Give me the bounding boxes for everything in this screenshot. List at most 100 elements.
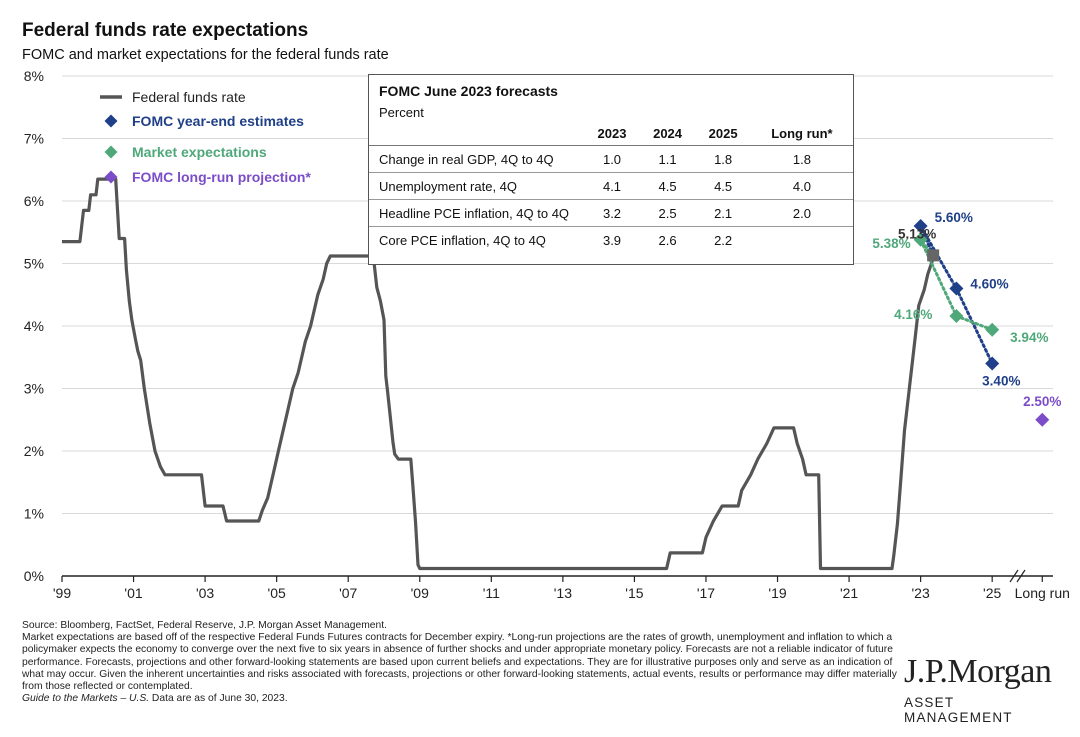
data-labels: 5.13%5.60% 4.60% 3.40% 5.38% 4.16% 3.94% 2.50% (872, 210, 1061, 409)
x-tick-label: Long run (1015, 585, 1070, 601)
x-tick-label: '25 (983, 585, 1001, 601)
y-tick-label: 2% (24, 443, 44, 459)
table-cell: Unemployment rate, 4Q (369, 172, 585, 200)
data-date: Data are as of June 30, 2023. (149, 693, 288, 705)
y-tick-label: 7% (24, 131, 44, 147)
market-expectation-label: 3.94% (1010, 330, 1048, 345)
table-cell (751, 227, 853, 254)
fomc-estimate-point (913, 219, 928, 233)
table-header (369, 125, 585, 146)
fomc-estimate-label: 3.40% (982, 374, 1020, 389)
line-chart: 0% 1% 2% 3% 4% 5% 6% 7% 8% '99 '01 '03 '05 '07 '09 '11… (24, 68, 1070, 601)
footnote: Source: Bloomberg, FactSet, Federal Rese… (22, 620, 902, 705)
market-expectation-label: 5.38% (872, 236, 910, 251)
legend-label: FOMC long-run projection* (132, 169, 311, 185)
y-tick-label: 6% (24, 193, 44, 209)
table-row: Core PCE inflation, 4Q to 4Q 3.9 2.6 2.2 (369, 227, 853, 254)
forecast-table-box: FOMC June 2023 forecasts Percent 2023 20… (368, 74, 854, 265)
fed-funds-rate-line (62, 177, 935, 571)
fomc-estimate-point (949, 281, 964, 296)
forecast-table-title: FOMC June 2023 forecasts (379, 83, 558, 99)
market-dotted-line (919, 238, 994, 332)
brand-division: ASSET MANAGEMENT (904, 695, 1013, 725)
table-row: Headline PCE inflation, 4Q to 4Q 3.2 2.5… (369, 199, 853, 227)
x-tick-label: '21 (840, 585, 858, 601)
table-row: Unemployment rate, 4Q 4.1 4.5 4.5 4.0 (369, 172, 853, 200)
y-tick-label: 4% (24, 318, 44, 334)
y-axis-ticks: 0% 1% 2% 3% 4% 5% 6% 7% 8% (24, 68, 44, 584)
table-cell: 1.8 (750, 145, 853, 173)
x-tick-label: '99 (53, 585, 71, 601)
x-tick-label: '17 (697, 585, 715, 601)
x-tick-label: '09 (411, 585, 429, 601)
axis-break-mark (1016, 569, 1026, 583)
x-tick-label: '13 (554, 585, 572, 601)
forecast-table-subtitle: Percent (379, 105, 424, 120)
table-cell: 1.8 (695, 145, 751, 173)
y-tick-label: 0% (24, 568, 44, 584)
market-expectation-label: 4.16% (894, 307, 932, 322)
table-cell: 4.5 (695, 172, 751, 200)
market-expectation-point (949, 309, 964, 323)
forecast-table: 2023 2024 2025 Long run* Change in real … (369, 125, 853, 253)
series-layer (62, 177, 1050, 571)
table-cell: 4.0 (750, 172, 853, 200)
brand-logo: J.P.Morgan ASSET MANAGEMENT (904, 653, 1064, 726)
x-tick-label: '15 (625, 585, 643, 601)
table-cell: 1.0 (584, 145, 640, 173)
table-cell: 3.9 (602, 232, 622, 248)
y-tick-label: 3% (24, 381, 44, 397)
y-tick-label: 8% (24, 68, 44, 84)
table-cell: Headline PCE inflation, 4Q to 4Q (369, 199, 585, 227)
axis-break-mark (1009, 569, 1019, 583)
table-cell: 2.0 (750, 199, 853, 227)
x-tick-label: '07 (339, 585, 357, 601)
table-cell: Core PCE inflation, 4Q to 4Q (379, 232, 546, 248)
current-rate-marker (927, 249, 940, 262)
x-tick-label: '05 (268, 585, 286, 601)
legend-diamond-swatch (104, 145, 118, 159)
chart-subtitle: FOMC and market expectations for the fed… (22, 47, 389, 63)
fomc-estimate-label: 4.60% (970, 277, 1008, 292)
current-rate-label: 5.13% (898, 226, 936, 241)
table-cell: 2.6 (658, 232, 677, 248)
table-header: 2023 (584, 125, 640, 146)
long-run-projection-label: 2.50% (1023, 394, 1061, 409)
table-cell: 2.5 (639, 199, 696, 227)
fomc-estimate-point (985, 356, 1000, 371)
table-row: Change in real GDP, 4Q to 4Q 1.0 1.1 1.8… (369, 145, 853, 173)
table-cell: 4.5 (639, 172, 696, 200)
table-header-row: 2023 2024 2025 Long run* (369, 125, 853, 146)
table-cell: 3.2 (584, 199, 640, 227)
brand-name: J.P.Morgan (904, 653, 1052, 690)
x-axis: '99 '01 '03 '05 '07 '09 '11 '13 '15 '17 '19 '21 '23 '… (53, 569, 1070, 601)
legend-diamond-swatch (104, 170, 118, 184)
y-tick-label: 5% (24, 256, 44, 272)
legend-diamond-swatch (104, 114, 118, 128)
table-cell: 2.1 (695, 199, 751, 227)
guide-title: Guide to the Markets – U.S. (22, 693, 150, 705)
legend-label: FOMC year-end estimates (132, 113, 304, 129)
footnote-date: Guide to the Markets – U.S. Data are as … (22, 693, 902, 705)
x-tick-label: '19 (768, 585, 786, 601)
market-expectation-point (913, 232, 928, 247)
x-tick-label: '01 (124, 585, 142, 601)
y-tick-label: 1% (24, 506, 44, 522)
fomc-estimate-label: 5.60% (935, 210, 973, 225)
footnote-source: Source: Bloomberg, FactSet, Federal Rese… (22, 620, 387, 631)
table-header: 2024 (639, 125, 696, 146)
table-cell: 1.1 (639, 145, 696, 173)
long-run-projection-point (1035, 412, 1050, 427)
table-cell: Change in real GDP, 4Q to 4Q (369, 145, 585, 173)
x-tick-label: '23 (912, 585, 930, 601)
market-expectation-point (985, 322, 1000, 337)
legend-label: Market expectations (132, 144, 267, 160)
x-tick-label: '03 (196, 585, 214, 601)
legend-label: Federal funds rate (132, 89, 246, 105)
table-header: Long run* (750, 125, 853, 146)
chart-title: Federal funds rate expectations (22, 20, 309, 41)
table-cell: 2.2 (714, 232, 733, 248)
footnote-body: Market expectations are based off of the… (22, 632, 897, 693)
x-tick-label: '11 (483, 585, 500, 601)
legend: Federal funds rate FOMC year-end estimate… (100, 89, 311, 185)
